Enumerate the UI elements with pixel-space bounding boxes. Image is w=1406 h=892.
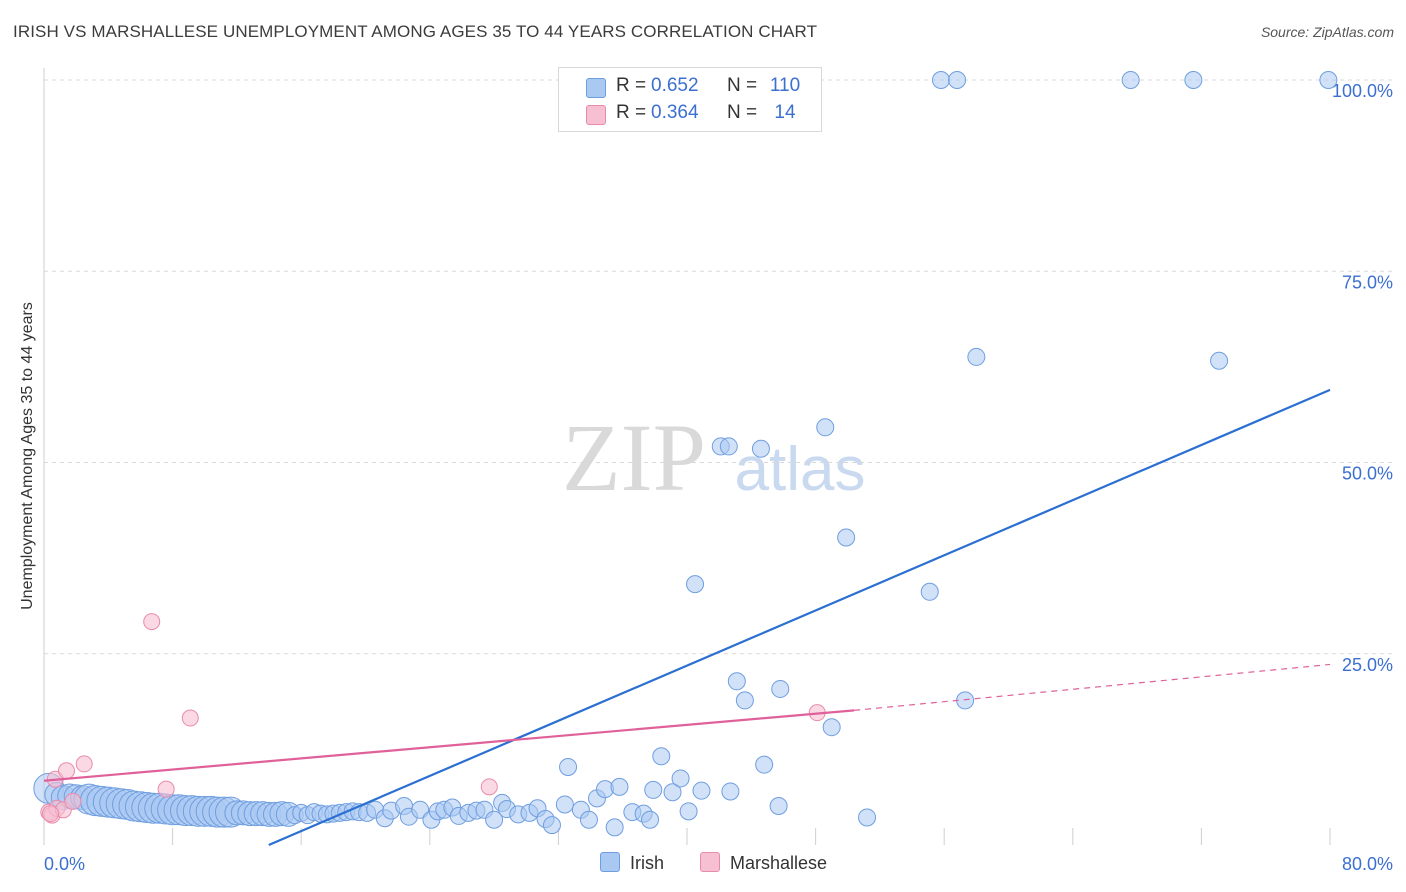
bottom-legend-irish: Irish (600, 852, 664, 874)
irish-point (822, 718, 841, 737)
marshallese-n-label: N = (727, 102, 758, 123)
marshallese-n-value: 14 (774, 102, 796, 123)
marshallese-r-value: 0.364 (651, 102, 699, 123)
irish-point (1121, 71, 1140, 89)
irish-point (644, 780, 663, 799)
irish-swatch-icon (586, 78, 606, 98)
x-tick-label: 80.0% (1342, 854, 1393, 874)
irish-trendline (268, 388, 1331, 847)
correlation-legend: R = 0.652 N = 110 R = 0.364 N = 14 (558, 67, 822, 132)
irish-n-value: 110 (769, 75, 801, 96)
marshallese-point (64, 792, 82, 810)
irish-point (605, 818, 624, 837)
y-tick-label: 25.0% (1342, 655, 1393, 675)
irish-r-value: 0.652 (651, 75, 699, 96)
irish-point (1184, 71, 1203, 89)
irish-point (610, 777, 629, 796)
irish-point (948, 71, 967, 89)
chart-title: IRISH VS MARSHALLESE UNEMPLOYMENT AMONG … (13, 22, 818, 41)
irish-point (652, 747, 671, 766)
irish-point (751, 439, 770, 458)
marshallese-point (157, 780, 175, 798)
irish-point (967, 347, 986, 366)
marshallese-point (75, 755, 93, 773)
irish-point (671, 769, 690, 788)
irish-point (920, 582, 939, 601)
irish-point (1319, 71, 1338, 89)
irish-point (679, 802, 698, 821)
irish-point (931, 71, 950, 89)
irish-point (769, 796, 788, 815)
source-label: Source: ZipAtlas.com (1260, 24, 1394, 40)
marshallese-point (58, 762, 76, 780)
irish-point (686, 575, 705, 594)
marshallese-point (143, 613, 161, 631)
legend-row-irish: R = 0.652 N = 110 (559, 73, 821, 101)
irish-point (735, 691, 754, 710)
irish-legend-swatch-icon (600, 852, 620, 872)
y-tick-label: 100.0% (1332, 81, 1393, 101)
irish-point (956, 691, 975, 710)
irish-point (641, 810, 660, 829)
irish-point (663, 783, 682, 802)
irish-r-label: R = (616, 75, 647, 96)
irish-point (816, 418, 835, 437)
marshallese-point (181, 709, 199, 727)
irish-point (555, 795, 574, 814)
marshallese-trendline (43, 709, 855, 782)
marshallese-swatch-icon (586, 105, 606, 125)
watermark-zip: ZIP (562, 404, 706, 511)
irish-point (727, 672, 746, 691)
legend-row-marshallese: R = 0.364 N = 14 (559, 100, 821, 128)
irish-point (579, 810, 598, 829)
bottom-legend-marshallese: Marshallese (700, 852, 827, 874)
irish-n-label: N = (727, 75, 758, 96)
marshallese-trendline-extension (854, 663, 1331, 711)
y-tick-label: 75.0% (1342, 272, 1393, 292)
marshallese-point (41, 805, 59, 823)
marshallese-point (480, 778, 498, 796)
irish-point (721, 782, 740, 801)
irish-point (411, 800, 430, 819)
y-tick-label: 50.0% (1342, 464, 1393, 484)
irish-point (755, 755, 774, 774)
marshallese-legend-label: Marshallese (730, 853, 828, 873)
irish-point (858, 808, 877, 827)
irish-point (692, 781, 711, 800)
marshallese-r-label: R = (616, 102, 647, 123)
irish-point (485, 810, 504, 829)
marshallese-legend-swatch-icon (700, 852, 720, 872)
irish-point (542, 816, 561, 835)
x-tick-label: 0.0% (44, 854, 85, 874)
irish-legend-label: Irish (630, 853, 665, 873)
irish-point (559, 757, 578, 776)
irish-point (1210, 351, 1229, 370)
y-axis-title: Unemployment Among Ages 35 to 44 years (19, 302, 36, 610)
irish-point (837, 528, 856, 547)
irish-point (771, 679, 790, 698)
irish-point (719, 437, 738, 456)
